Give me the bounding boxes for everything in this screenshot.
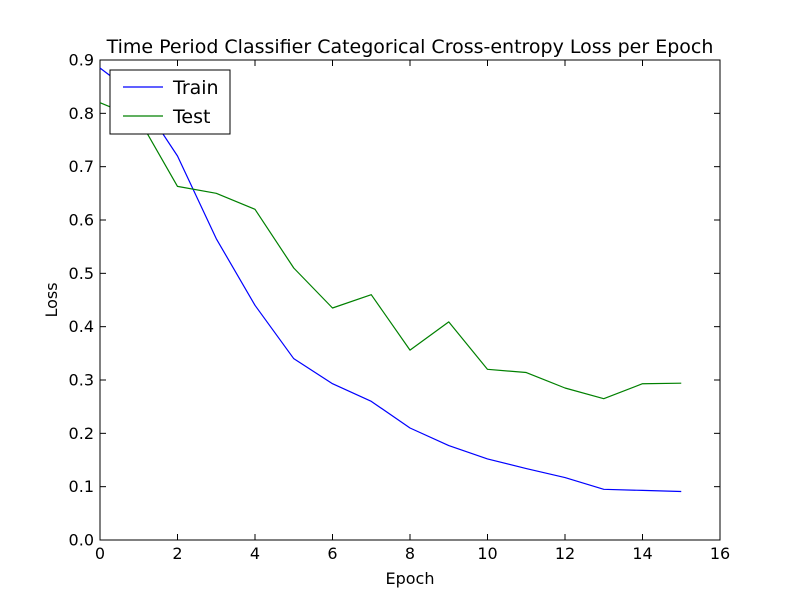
y-tick-label: 0.3 [69,371,94,390]
x-tick-label: 16 [710,544,730,563]
y-tick-label: 0.2 [69,424,94,443]
y-tick-label: 0.6 [69,211,94,230]
y-tick-label: 0.1 [69,477,94,496]
series-line-train [99,67,682,493]
y-tick-label: 0.5 [69,264,94,283]
x-axis-label: Epoch [386,569,435,588]
y-tick-label: 0.9 [69,51,94,70]
y-tick-label: 0.8 [69,104,94,123]
legend-label-train: Train [172,77,219,99]
legend-label-test: Test [172,106,210,128]
y-axis-label: Loss [42,282,61,317]
y-tick-label: 0.0 [69,531,94,550]
x-tick-label: 10 [477,544,497,563]
plot-area: 0 2 4 6 8 10 12 14 16 0.0 0.1 0.2 0.3 0.4 0.5 0.6 0.7 0.8… [69,51,731,564]
y-tick-label: 0.4 [69,317,94,336]
x-tick-label: 12 [555,544,575,563]
x-tick-label: 8 [405,544,415,563]
x-tick-label: 2 [172,544,182,563]
x-tick-label: 6 [327,544,337,563]
chart-title: Time Period Classifier Categorical Cross… [106,36,714,58]
y-tick-label: 0.7 [69,157,94,176]
x-tick-label: 0 [95,544,105,563]
series-line-test [99,102,682,400]
x-tick-label: 4 [250,544,260,563]
legend-box [109,69,231,135]
x-tick-label: 14 [632,544,652,563]
